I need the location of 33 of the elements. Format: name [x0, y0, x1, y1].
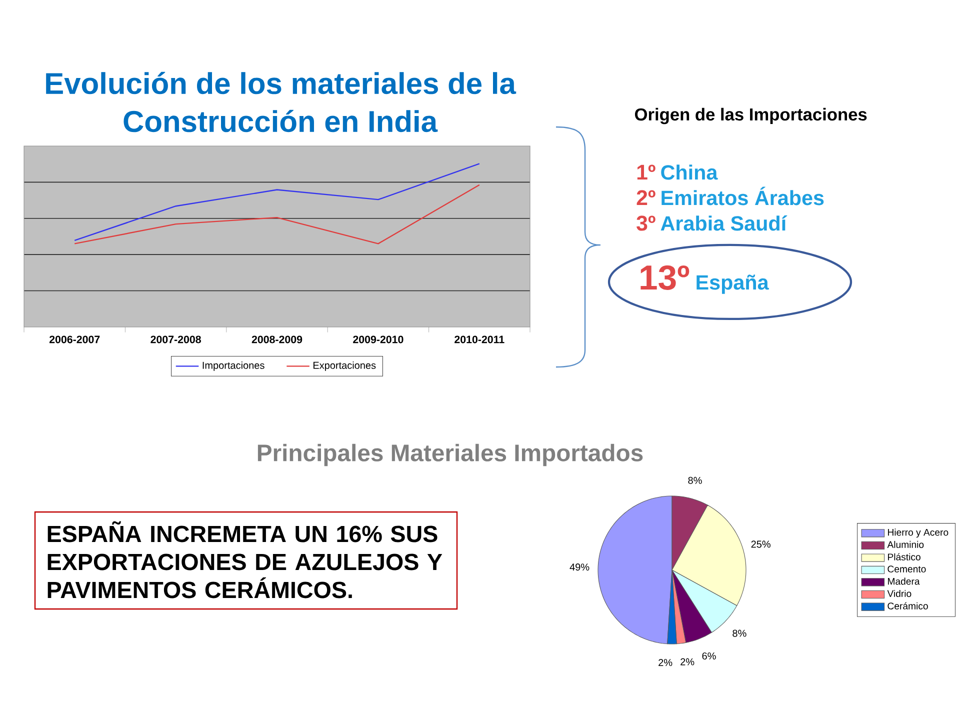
data-label: 8% — [688, 476, 702, 484]
legend-label: Madera — [888, 578, 920, 585]
category-label: Arabia Saudí — [660, 215, 788, 231]
category-label: China — [661, 164, 718, 180]
x-tick-label: 2010-2011 — [454, 336, 504, 344]
data-label: 6% — [702, 652, 716, 660]
data-label: 49% — [570, 564, 590, 571]
data-label: 2º — [636, 190, 656, 206]
legend-label: Cemento — [888, 566, 926, 572]
legend-label: Importaciones — [202, 362, 264, 371]
chart-title: Evolución de los materiales de la Construcción en India — [46, 72, 516, 132]
data-label: 3º — [636, 216, 656, 231]
data-label: 13º — [640, 265, 690, 290]
category-label: Emiratos Árabes — [662, 186, 824, 206]
x-tick-label: 2007-2008 — [150, 336, 201, 344]
legend-label: Plástico — [888, 553, 920, 560]
x-tick-label: 2006-2007 — [49, 336, 100, 344]
legend-label: Exportaciones — [313, 362, 376, 371]
x-tick-label: 2009-2010 — [353, 336, 404, 344]
data-label: 8% — [732, 630, 746, 637]
data-label: 2% — [658, 658, 672, 666]
x-tick-label: 2008-2009 — [252, 336, 302, 344]
legend-label: Hierro y Acero — [888, 528, 948, 538]
legend-label: Aluminio — [887, 540, 924, 548]
text: Origen de las Importaciones — [634, 108, 867, 124]
legend-label: Vidrio — [887, 590, 912, 597]
legend-label: Cerámico — [888, 602, 928, 610]
data-label: 2% — [680, 658, 694, 666]
chart-title: Principales Materiales Importados — [258, 444, 643, 466]
text: ESPAÑA INCREMETA UN 16% SUS EXPORTACIONES DE AZULEJOS Y PAVIMENTOS CERÁMICOS. — [48, 521, 442, 598]
data-label: 25% — [751, 540, 770, 548]
category-label: España — [696, 274, 769, 294]
data-label: 1º — [637, 164, 656, 180]
